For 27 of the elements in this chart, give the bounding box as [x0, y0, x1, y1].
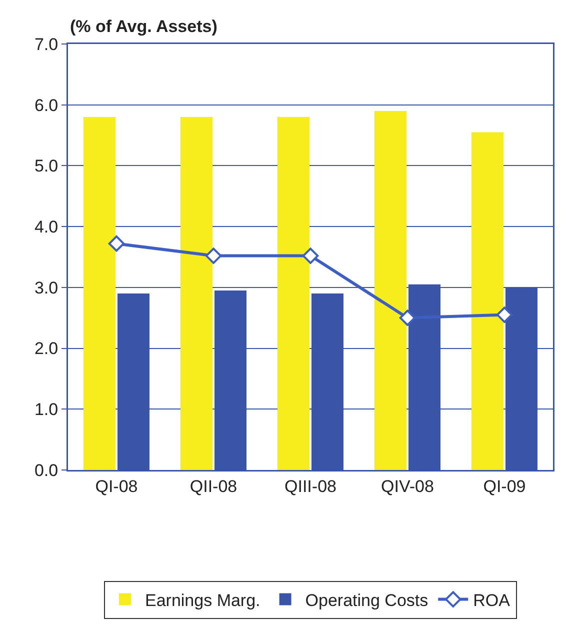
- y-axis-title: (% of Avg. Assets): [70, 17, 218, 36]
- bar: [180, 117, 213, 470]
- y-tick-label: 5.0: [34, 156, 58, 176]
- legend-label: Earnings Marg.: [145, 590, 260, 610]
- y-tick-label: 6.0: [34, 96, 58, 115]
- y-tick-label: 4.0: [34, 218, 58, 237]
- point: [302, 248, 319, 264]
- point: [205, 248, 222, 264]
- y-tick-label: 2.0: [34, 339, 58, 358]
- x-tick-label: QI-09: [483, 476, 526, 496]
- legend-label: Operating Costs: [305, 590, 428, 610]
- y-tick-label: 3.0: [34, 278, 58, 298]
- bar: [374, 110, 407, 470]
- point: [399, 310, 416, 326]
- bar: [472, 132, 504, 470]
- y-tick-label: 0.0: [34, 460, 58, 480]
- x-tick-label: QIII-08: [284, 476, 336, 496]
- y-tick-label: 7.0: [34, 34, 58, 54]
- x-tick-label: QII-08: [190, 476, 238, 496]
- legend-label: ROA: [473, 590, 511, 610]
- y-tick-label: 1.0: [34, 400, 58, 420]
- point: [108, 235, 125, 252]
- point: [496, 306, 513, 323]
- x-tick-label: QI-08: [95, 476, 138, 496]
- x-tick-label: QIV-08: [381, 476, 434, 496]
- bar: [84, 117, 116, 470]
- bar: [278, 117, 310, 470]
